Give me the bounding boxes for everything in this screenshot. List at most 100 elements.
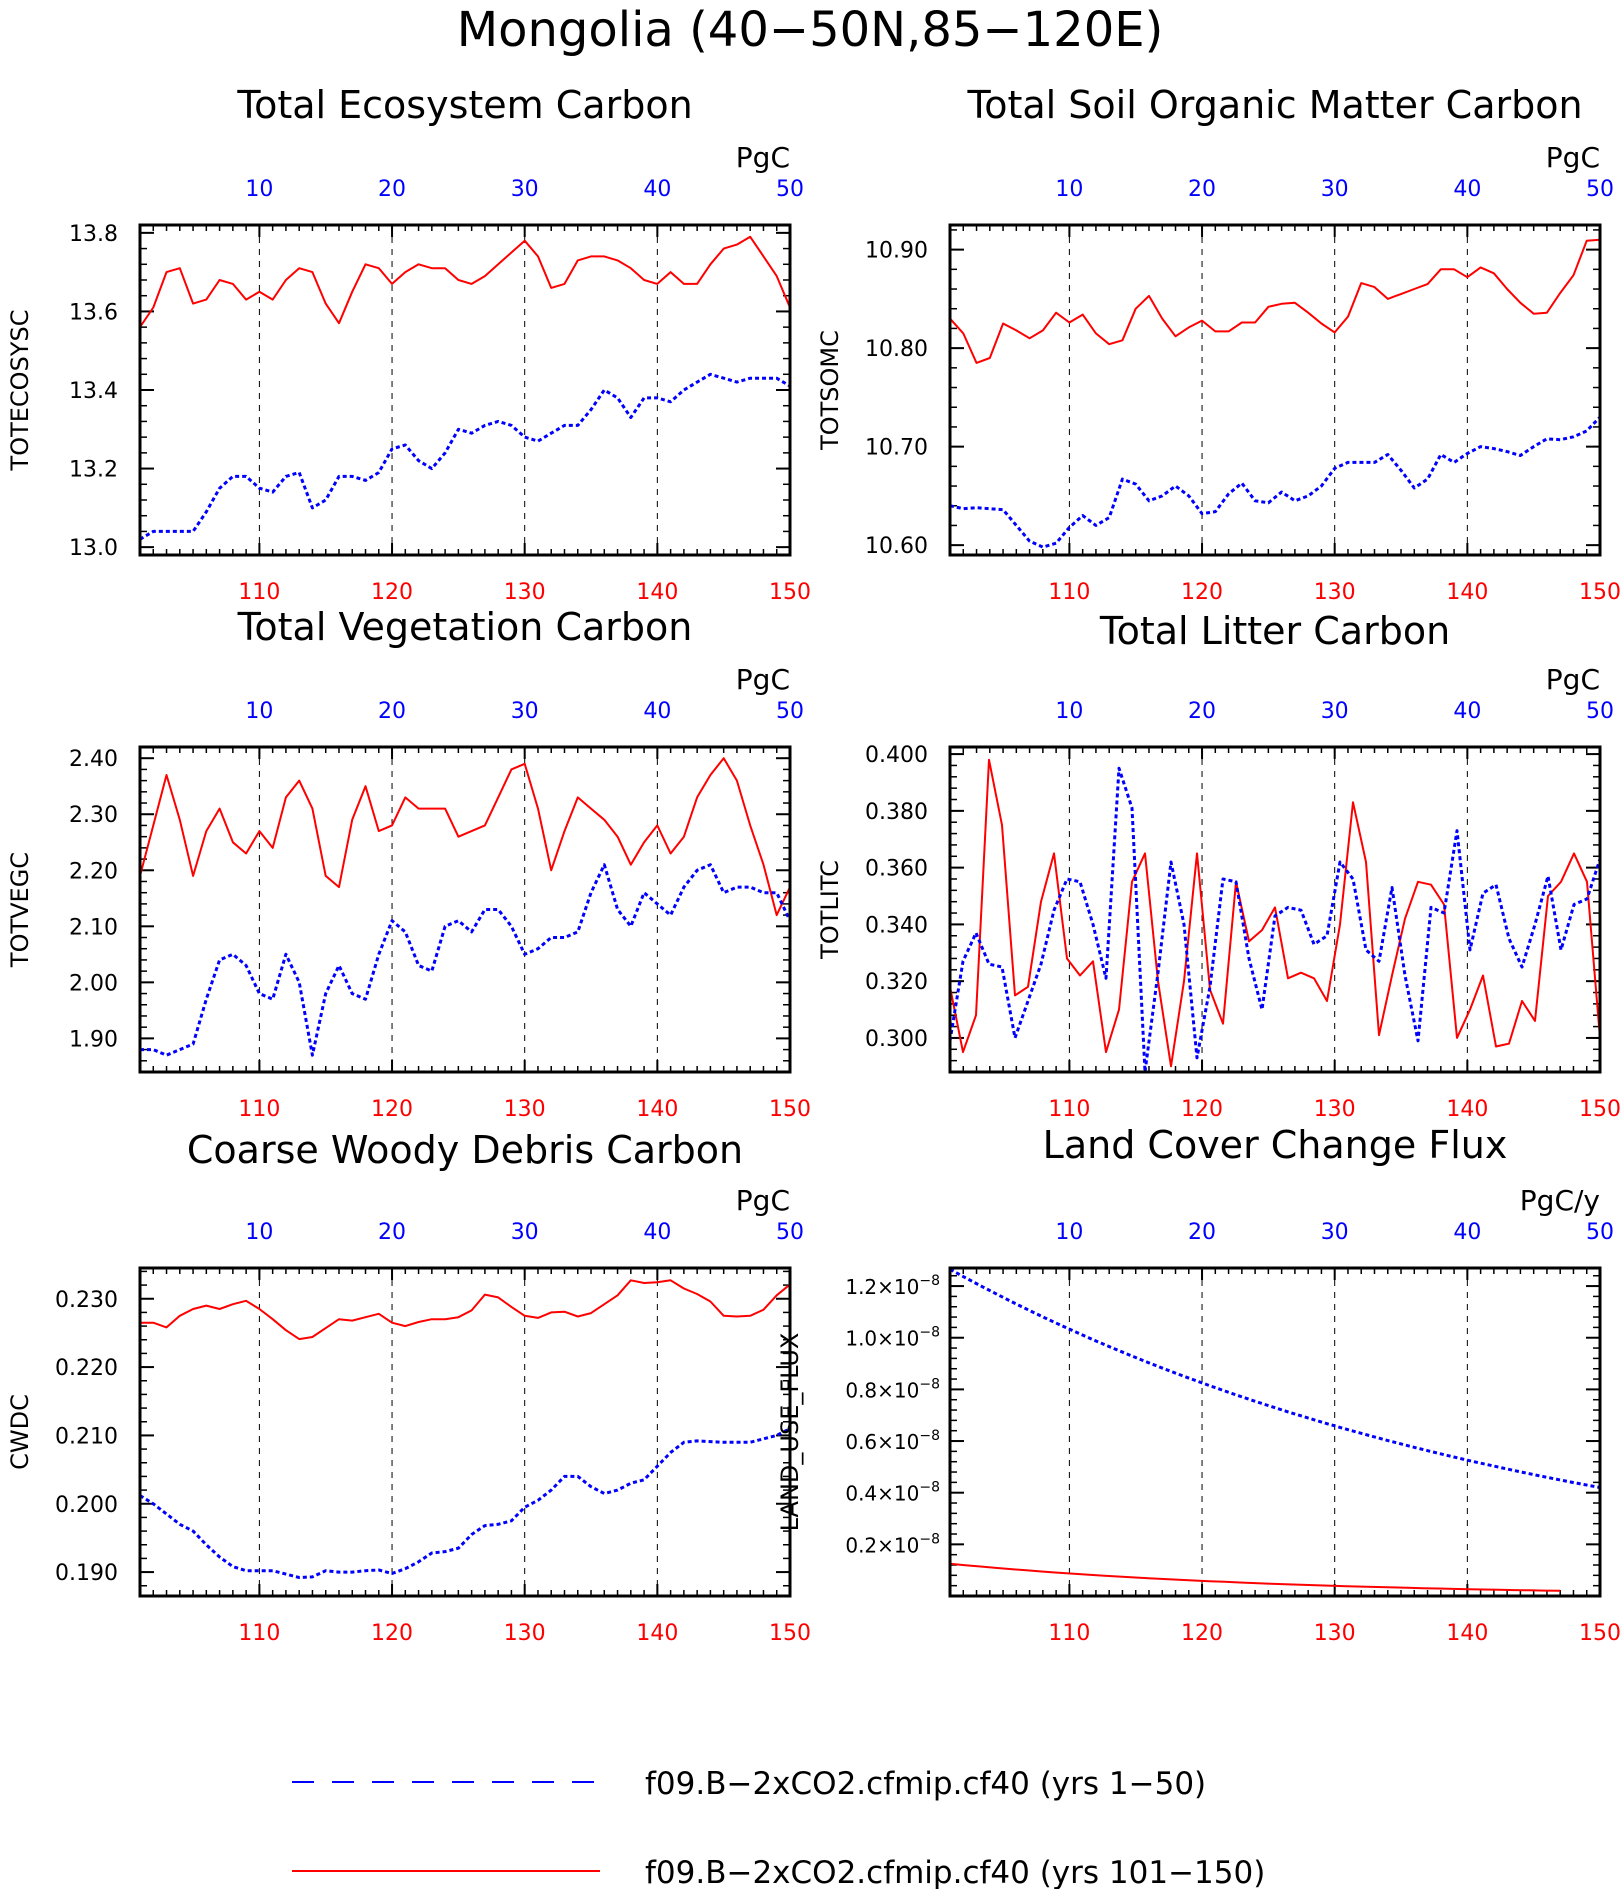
- series-line-yrs-1-50: [950, 766, 1600, 1072]
- top-tick-label: 30: [511, 1220, 539, 1245]
- top-tick-label: 50: [776, 1220, 804, 1245]
- plot-frame: [948, 745, 1602, 1074]
- top-tick-label: 10: [245, 177, 273, 202]
- y-tick-label: 13.8: [69, 222, 118, 247]
- bottom-tick-label: 140: [1446, 1621, 1488, 1646]
- y-tick-label: 13.6: [69, 300, 118, 325]
- panel-title: Total Litter Carbon: [1099, 609, 1450, 653]
- y-tick-label: 0.340: [865, 913, 928, 938]
- series-line-yrs-1-50: [140, 863, 790, 1057]
- top-tick-label: 20: [378, 699, 406, 724]
- y-tick-label: 0.190: [55, 1561, 118, 1586]
- bottom-tick-label: 130: [504, 1621, 546, 1646]
- plot-frame: [138, 223, 792, 557]
- units-label: PgC/y: [1520, 1184, 1600, 1217]
- units-label: PgC: [1546, 663, 1600, 696]
- y-tick-mantissa: 1.2×10: [845, 1275, 919, 1299]
- bottom-tick-label: 130: [1314, 1621, 1356, 1646]
- plot-frame: [948, 223, 1602, 557]
- y-axis-label: TOTECOSYSC: [6, 310, 34, 472]
- top-tick-label: 10: [245, 699, 273, 724]
- y-tick-mantissa: 0.2×10: [845, 1533, 919, 1557]
- bottom-tick-label: 110: [238, 1621, 280, 1646]
- bottom-tick-label: 110: [238, 1097, 280, 1122]
- y-axis-label: TOTSOMC: [816, 330, 844, 451]
- units-label: PgC: [1546, 141, 1600, 174]
- bottom-tick-label: 150: [1579, 580, 1620, 605]
- plot-frame: [948, 1266, 1602, 1598]
- bottom-tick-label: 120: [371, 1097, 413, 1122]
- y-axis-label: TOTVEGC: [6, 852, 34, 968]
- series-line-yrs-101-150: [950, 758, 1600, 1068]
- y-tick-label: 0.2×10−8: [845, 1531, 940, 1557]
- units-label: PgC: [736, 663, 790, 696]
- top-tick-label: 20: [1188, 1220, 1216, 1245]
- plot-frame: [138, 745, 792, 1074]
- y-tick-label: 0.8×10−8: [845, 1376, 940, 1402]
- y-tick-label: 0.230: [55, 1288, 118, 1313]
- bottom-tick-label: 130: [504, 1097, 546, 1122]
- top-tick-label: 20: [378, 1220, 406, 1245]
- bottom-tick-label: 120: [1181, 580, 1223, 605]
- bottom-tick-label: 150: [1579, 1621, 1620, 1646]
- y-tick-exponent: −8: [919, 1325, 940, 1341]
- panel-4: Total Litter Carbon 110 10 120 20 130 30 140 40 1…: [816, 609, 1620, 1122]
- top-tick-label: 50: [776, 177, 804, 202]
- top-tick-label: 50: [1586, 699, 1614, 724]
- plot-frame: [138, 1266, 792, 1598]
- y-axis-label: CWDC: [6, 1394, 34, 1470]
- panel-title: Total Ecosystem Carbon: [236, 83, 692, 127]
- top-tick-label: 30: [1321, 1220, 1349, 1245]
- bottom-tick-label: 110: [238, 580, 280, 605]
- y-tick-label: 2.20: [69, 859, 118, 884]
- top-tick-label: 30: [1321, 699, 1349, 724]
- y-tick-label: 0.210: [55, 1424, 118, 1449]
- panel-2: Total Soil Organic Matter Carbon 110 10 120…: [816, 83, 1620, 605]
- bottom-tick-label: 150: [769, 1097, 811, 1122]
- y-tick-mantissa: 0.8×10: [845, 1378, 919, 1402]
- y-tick-exponent: −8: [919, 1480, 940, 1496]
- y-tick-label: 2.10: [69, 915, 118, 940]
- panel-title: Total Vegetation Carbon: [237, 605, 693, 649]
- panel-1: Total Ecosystem Carbon 110 10 120 20 130 30 140…: [6, 83, 811, 605]
- y-tick-label: 0.380: [865, 800, 928, 825]
- y-tick-label: 0.320: [865, 970, 928, 995]
- y-tick-label: 1.0×10−8: [845, 1325, 940, 1351]
- panel-6: Land Cover Change Flux 110 10 120 20 130 30 140…: [776, 1123, 1620, 1646]
- y-tick-mantissa: 1.0×10: [845, 1327, 919, 1351]
- top-tick-label: 40: [643, 1220, 671, 1245]
- y-axis-label: LAND_USE_FLUX: [776, 1333, 804, 1532]
- bottom-tick-label: 130: [1314, 1097, 1356, 1122]
- series-line-yrs-101-150: [950, 238, 1600, 364]
- top-tick-label: 50: [1586, 1220, 1614, 1245]
- top-tick-label: 40: [643, 177, 671, 202]
- bottom-tick-label: 150: [1579, 1097, 1620, 1122]
- bottom-tick-label: 120: [1181, 1097, 1223, 1122]
- y-tick-exponent: −8: [919, 1428, 940, 1444]
- top-tick-label: 30: [1321, 177, 1349, 202]
- bottom-tick-label: 110: [1048, 1097, 1090, 1122]
- y-tick-label: 2.00: [69, 971, 118, 996]
- units-label: PgC: [736, 1184, 790, 1217]
- top-tick-label: 40: [1453, 1220, 1481, 1245]
- bottom-tick-label: 140: [1446, 1097, 1488, 1122]
- y-tick-label: 0.360: [865, 857, 928, 882]
- panel-title: Coarse Woody Debris Carbon: [187, 1128, 743, 1172]
- bottom-tick-label: 110: [1048, 580, 1090, 605]
- y-tick-label: 0.220: [55, 1356, 118, 1381]
- series-line-yrs-1-50: [140, 372, 790, 541]
- top-tick-label: 50: [776, 699, 804, 724]
- panel-title: Land Cover Change Flux: [1043, 1123, 1508, 1167]
- panel-3: Total Vegetation Carbon 110 10 120 20 130 30 14…: [6, 605, 811, 1122]
- bottom-tick-label: 130: [504, 580, 546, 605]
- series-line-yrs-101-150: [140, 757, 790, 917]
- y-tick-label: 0.4×10−8: [845, 1480, 940, 1506]
- bottom-tick-label: 120: [1181, 1621, 1223, 1646]
- y-tick-label: 10.80: [865, 337, 928, 362]
- top-tick-label: 20: [378, 177, 406, 202]
- top-tick-label: 20: [1188, 699, 1216, 724]
- y-tick-label: 10.70: [865, 436, 928, 461]
- y-tick-mantissa: 0.6×10: [845, 1430, 919, 1454]
- panel-5: Coarse Woody Debris Carbon 110 10 120 20 130 3…: [6, 1128, 811, 1646]
- y-tick-label: 10.90: [865, 239, 928, 264]
